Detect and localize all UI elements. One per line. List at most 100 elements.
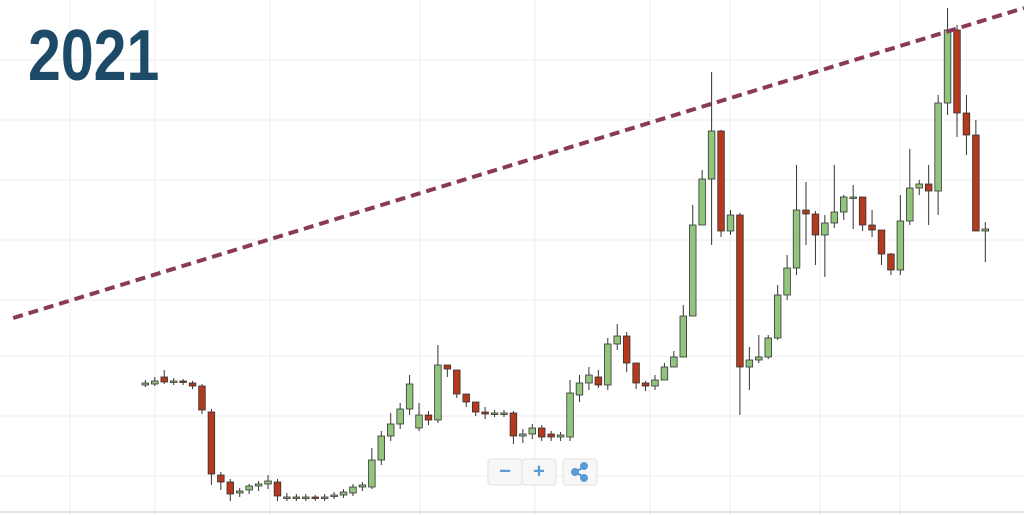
candle-body	[604, 343, 612, 386]
trendline	[12, 6, 1024, 320]
candle-body	[207, 411, 216, 475]
candle-body	[783, 267, 791, 296]
candle-body	[660, 366, 669, 381]
candle-body	[594, 376, 603, 386]
candle-body	[943, 29, 952, 104]
candle-body	[198, 385, 206, 411]
candle-body	[330, 494, 338, 497]
candle-body	[632, 362, 640, 384]
candle-body	[613, 335, 621, 345]
candle-body	[556, 434, 565, 438]
candle-body	[405, 383, 414, 410]
candle-body	[736, 214, 744, 368]
candle-body	[217, 474, 225, 483]
candle-body	[868, 224, 876, 231]
candle-body	[160, 376, 168, 383]
candle-body	[415, 414, 423, 429]
candle-body	[764, 337, 772, 358]
candle-body	[651, 379, 659, 387]
candle-body	[670, 356, 678, 368]
candle-body	[538, 427, 546, 438]
candle-body	[169, 380, 178, 383]
candle-body	[273, 481, 282, 497]
candle-body	[566, 392, 574, 438]
candle-body	[387, 423, 395, 437]
share-button[interactable]	[562, 458, 598, 486]
candle-body	[481, 411, 489, 415]
candle-body	[283, 496, 291, 499]
candle-body	[679, 315, 687, 358]
candle-body	[302, 496, 310, 499]
candle-body	[821, 222, 829, 236]
candle-body	[934, 102, 942, 192]
candle-body	[509, 412, 518, 437]
candle-body	[490, 412, 499, 415]
candle-body	[698, 178, 706, 226]
candle-body	[755, 356, 763, 361]
candle-body	[953, 29, 961, 114]
share-icon	[571, 462, 588, 482]
candle-body	[707, 130, 716, 180]
candle-body	[689, 224, 697, 317]
candle-body	[972, 134, 980, 232]
candle-body	[358, 484, 367, 488]
candle-body	[368, 459, 376, 488]
candle-body	[254, 483, 263, 487]
candle-body	[773, 294, 782, 339]
candle-body	[245, 485, 253, 491]
candle-body	[585, 374, 593, 384]
candle-body	[179, 380, 187, 383]
candle-body	[575, 382, 584, 396]
candle-body	[236, 490, 244, 494]
candle-body	[141, 382, 150, 386]
candle-body	[424, 414, 433, 421]
candle-body	[830, 211, 839, 224]
candle-body	[906, 187, 914, 222]
candle-body	[849, 196, 857, 199]
candle-body	[745, 359, 754, 368]
candle-body	[311, 496, 319, 499]
candle-body	[792, 209, 801, 269]
candle-body	[226, 481, 234, 495]
marks	[12, 6, 1024, 501]
candle-body	[500, 412, 508, 415]
candle-body	[471, 401, 480, 413]
candle-body	[320, 496, 329, 499]
candle-body	[151, 380, 159, 385]
candle-body	[292, 496, 301, 499]
zoom-out-button[interactable]: −	[487, 458, 523, 486]
candle-body	[434, 364, 442, 421]
candle-body	[622, 335, 631, 364]
candle-body	[443, 364, 452, 370]
candle-body	[547, 433, 555, 438]
candle-body	[377, 435, 385, 461]
candle-body	[726, 214, 735, 232]
candle-body	[188, 382, 197, 387]
candle-body	[858, 196, 867, 226]
candle-body	[349, 486, 357, 494]
candle-body	[811, 213, 820, 236]
chart-title: 2021	[28, 14, 159, 95]
candle-body	[896, 220, 905, 271]
candle-body	[528, 427, 536, 435]
candle-body	[396, 408, 404, 425]
candle-body	[840, 196, 848, 213]
candle-body	[915, 183, 923, 189]
candle-body	[453, 369, 461, 395]
zoom-in-label[interactable]: +	[533, 460, 545, 482]
candle-body	[981, 228, 990, 232]
candle-body	[339, 491, 348, 496]
candle-body	[264, 480, 272, 485]
candle-body	[877, 229, 886, 255]
candle-body	[519, 433, 527, 437]
zoom-in-button[interactable]: +	[521, 458, 557, 486]
candle-body	[802, 209, 810, 215]
candle-body	[717, 130, 725, 232]
candle-body	[641, 382, 650, 387]
zoom-out-label[interactable]: −	[499, 460, 511, 482]
candle-body	[887, 253, 895, 271]
candle-body	[924, 183, 933, 192]
candle-body	[462, 393, 470, 403]
candle-body	[962, 112, 971, 136]
